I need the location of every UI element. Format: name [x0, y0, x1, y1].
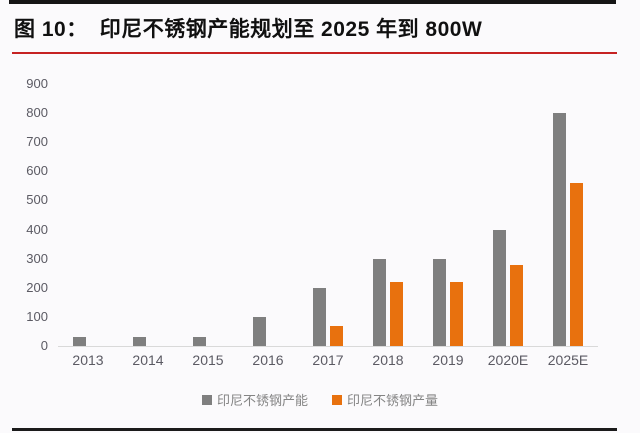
y-tick-label-400: 400: [26, 221, 48, 237]
y-tick-label-100: 100: [26, 308, 48, 324]
x-tick-label-2019: 2019: [432, 352, 464, 368]
bar-production-2017: [330, 325, 343, 346]
y-tick-label-0: 0: [40, 338, 48, 353]
legend-swatch-capacity: [201, 394, 212, 405]
bar-capacity-2016: [253, 316, 266, 346]
legend-label-capacity: 印尼不锈钢产能: [216, 393, 308, 408]
figure-title: 图 10： 印尼不锈钢产能规划至 2025 年到 800W: [14, 13, 624, 43]
x-tick-label-2020E: 2020E: [487, 352, 529, 368]
bar-capacity-2017: [313, 287, 326, 346]
legend-label-production: 印尼不锈钢产量: [347, 393, 439, 408]
bar-capacity-2019: [433, 258, 446, 346]
figure-title-text: 印尼不锈钢产能规划至 2025 年到 800W: [99, 18, 483, 41]
bar-capacity-2014: [133, 337, 146, 346]
y-tick-label-700: 700: [26, 134, 48, 150]
bottom-divider: [12, 428, 617, 431]
bar-capacity-2020E: [493, 229, 506, 346]
y-tick-label-900: 900: [26, 76, 48, 91]
x-tick-label-2016: 2016: [252, 352, 284, 368]
x-tick-label-2015: 2015: [192, 352, 224, 368]
title-underline: [12, 52, 617, 54]
legend-item-capacity: 印尼不锈钢产能: [201, 390, 308, 409]
x-tick-label-2014: 2014: [132, 352, 164, 368]
bar-capacity-2015: [193, 337, 206, 346]
y-tick-label-300: 300: [26, 250, 48, 266]
x-tick-label-2017: 2017: [312, 352, 344, 368]
y-tick-label-500: 500: [26, 192, 48, 208]
x-tick-label-2013: 2013: [72, 352, 104, 368]
bar-production-2025E: [570, 182, 583, 346]
top-divider: [9, 0, 616, 4]
x-axis-line: [58, 346, 598, 347]
figure-number-label: 图 10：: [14, 18, 88, 41]
bar-capacity-2025E: [553, 113, 566, 346]
y-tick-label-600: 600: [26, 163, 48, 179]
bar-chart-plot-area: [58, 84, 598, 347]
bar-production-2018: [390, 281, 403, 346]
bar-capacity-2018: [373, 258, 386, 346]
bar-capacity-2013: [73, 337, 86, 346]
chart-legend: 印尼不锈钢产能 印尼不锈钢产量: [0, 390, 640, 409]
x-tick-label-2018: 2018: [372, 352, 404, 368]
legend-swatch-production: [332, 394, 342, 405]
bar-production-2020E: [510, 264, 523, 346]
legend-item-production: 印尼不锈钢产量: [332, 390, 438, 409]
bar-production-2019: [450, 281, 463, 346]
y-tick-label-200: 200: [26, 279, 48, 295]
y-tick-label-800: 800: [26, 105, 48, 121]
x-tick-label-2025E: 2025E: [547, 352, 589, 368]
